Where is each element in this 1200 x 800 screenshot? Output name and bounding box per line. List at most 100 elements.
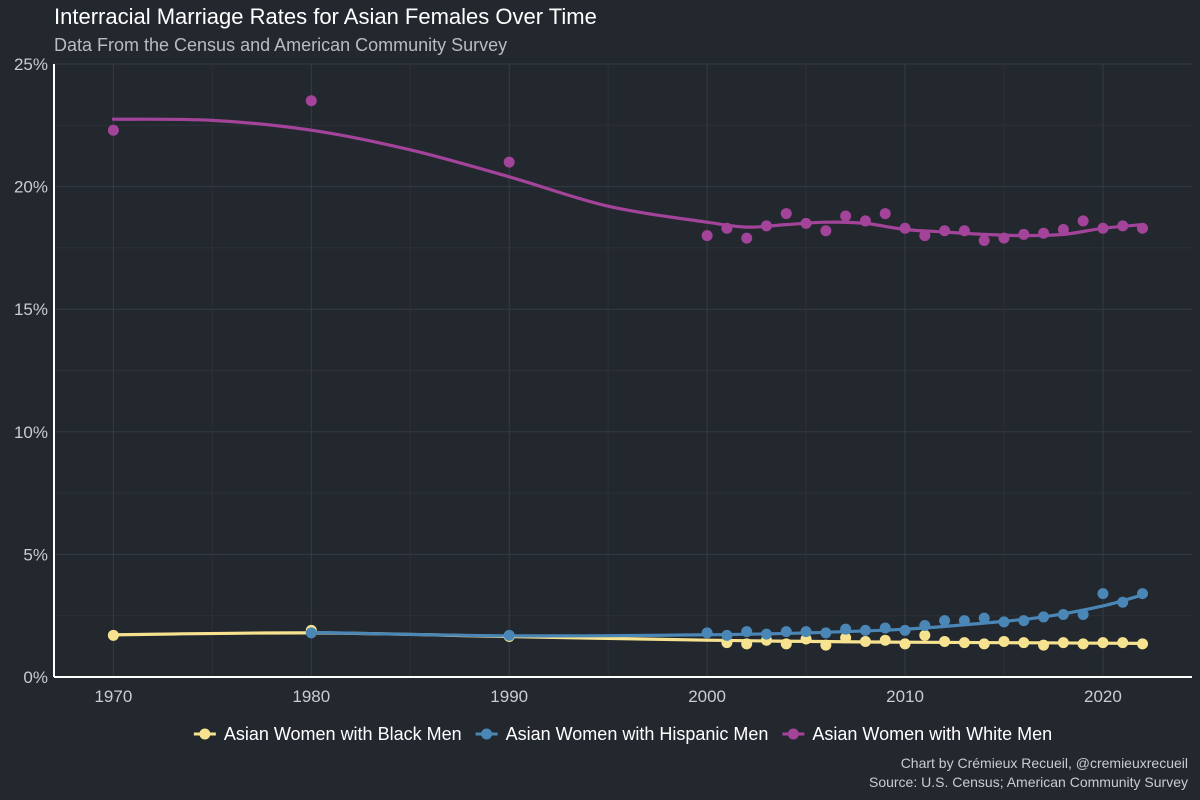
data-point-series-1 bbox=[978, 612, 990, 624]
legend-label: Asian Women with Black Men bbox=[224, 724, 462, 744]
chart-source: Source: U.S. Census; American Community … bbox=[868, 774, 1188, 790]
data-point-series-0 bbox=[998, 635, 1010, 647]
data-point-series-1 bbox=[820, 627, 832, 639]
legend-label: Asian Women with White Men bbox=[812, 724, 1052, 744]
data-point-series-1 bbox=[998, 616, 1010, 628]
data-point-series-1 bbox=[840, 623, 852, 635]
data-point-series-1 bbox=[800, 626, 812, 638]
data-point-series-2 bbox=[998, 232, 1010, 244]
data-point-series-1 bbox=[879, 622, 891, 634]
data-point-series-2 bbox=[503, 156, 515, 168]
legend-key-dot bbox=[787, 728, 799, 740]
trend-line-series-2 bbox=[111, 117, 1145, 238]
chart-subtitle: Data From the Census and American Commun… bbox=[54, 35, 508, 55]
x-tick-label: 2010 bbox=[886, 687, 924, 706]
data-point-series-2 bbox=[1057, 224, 1069, 236]
data-point-series-0 bbox=[1117, 637, 1129, 649]
data-point-series-1 bbox=[1038, 611, 1050, 623]
data-point-series-2 bbox=[840, 210, 852, 222]
data-point-series-2 bbox=[939, 225, 951, 237]
data-point-series-1 bbox=[1137, 588, 1149, 600]
data-point-series-1 bbox=[859, 624, 871, 636]
data-point-series-0 bbox=[978, 638, 990, 650]
legend-key-dot bbox=[199, 728, 211, 740]
data-point-series-2 bbox=[760, 220, 772, 232]
chart-credit: Chart by Crémieux Recueil, @cremieuxrecu… bbox=[900, 755, 1188, 771]
data-point-series-1 bbox=[958, 615, 970, 627]
legend-item: Asian Women with White Men bbox=[782, 724, 1052, 744]
data-point-series-2 bbox=[859, 215, 871, 227]
data-point-series-2 bbox=[899, 222, 911, 234]
data-point-series-1 bbox=[305, 627, 317, 639]
data-point-series-0 bbox=[1097, 637, 1109, 649]
legend-key-dot bbox=[481, 728, 493, 740]
data-point-series-1 bbox=[1057, 608, 1069, 620]
data-point-series-0 bbox=[780, 638, 792, 650]
data-point-series-2 bbox=[741, 232, 753, 244]
y-tick-label: 0% bbox=[23, 668, 48, 687]
data-point-series-2 bbox=[1117, 220, 1129, 232]
data-point-series-2 bbox=[701, 230, 713, 242]
data-point-series-0 bbox=[1077, 638, 1089, 650]
data-point-series-0 bbox=[919, 629, 931, 641]
chart-title: Interracial Marriage Rates for Asian Fem… bbox=[54, 4, 597, 29]
data-point-series-0 bbox=[820, 639, 832, 651]
data-point-series-1 bbox=[701, 627, 713, 639]
data-point-series-1 bbox=[760, 628, 772, 640]
data-point-series-2 bbox=[820, 225, 832, 237]
data-point-series-0 bbox=[1038, 639, 1050, 651]
data-point-series-1 bbox=[939, 615, 951, 627]
x-tick-label: 2000 bbox=[688, 687, 726, 706]
data-point-series-2 bbox=[919, 230, 931, 242]
y-tick-label: 10% bbox=[14, 423, 48, 442]
data-point-series-0 bbox=[899, 638, 911, 650]
data-point-series-1 bbox=[741, 626, 753, 638]
data-point-series-1 bbox=[721, 629, 733, 641]
legend: Asian Women with Black Men Asian Women wi… bbox=[193, 724, 1052, 744]
legend-label: Asian Women with Hispanic Men bbox=[506, 724, 769, 744]
data-point-series-1 bbox=[780, 626, 792, 638]
data-point-series-2 bbox=[780, 208, 792, 220]
grid bbox=[54, 63, 1192, 678]
data-point-series-2 bbox=[721, 222, 733, 234]
data-point-series-0 bbox=[741, 638, 753, 650]
data-point-series-0 bbox=[1018, 637, 1030, 649]
data-point-series-1 bbox=[1077, 608, 1089, 620]
data-point-series-2 bbox=[107, 124, 119, 136]
data-point-series-0 bbox=[939, 635, 951, 647]
data-point-series-2 bbox=[1077, 215, 1089, 227]
data-point-series-2 bbox=[800, 217, 812, 229]
y-tick-label: 25% bbox=[14, 55, 48, 74]
data-point-series-0 bbox=[958, 637, 970, 649]
legend-item: Asian Women with Hispanic Men bbox=[475, 724, 769, 744]
data-point-series-1 bbox=[1018, 615, 1030, 627]
y-tick-label: 20% bbox=[14, 178, 48, 197]
data-point-series-0 bbox=[840, 632, 852, 644]
data-point-series-2 bbox=[978, 235, 990, 247]
data-point-series-1 bbox=[899, 624, 911, 636]
data-points bbox=[107, 95, 1149, 651]
data-point-series-0 bbox=[107, 629, 119, 641]
data-point-series-2 bbox=[1038, 227, 1050, 239]
legend-item: Asian Women with Black Men bbox=[193, 724, 462, 744]
data-point-series-0 bbox=[1137, 638, 1149, 650]
x-tick-label: 1990 bbox=[490, 687, 528, 706]
data-point-series-2 bbox=[1018, 228, 1030, 240]
y-tick-label: 5% bbox=[23, 545, 48, 564]
data-point-series-0 bbox=[1057, 637, 1069, 649]
x-tick-label: 1980 bbox=[292, 687, 330, 706]
data-point-series-1 bbox=[503, 629, 515, 641]
data-point-series-1 bbox=[1097, 588, 1109, 600]
data-point-series-2 bbox=[958, 225, 970, 237]
y-tick-label: 15% bbox=[14, 300, 48, 319]
data-point-series-1 bbox=[1117, 596, 1129, 608]
trend-lines bbox=[111, 117, 1145, 645]
data-point-series-0 bbox=[879, 634, 891, 646]
axes: 0% 5% 10% 15% 20% 25% 1970 1980 1990 2000 2010 2020 bbox=[14, 55, 1192, 706]
data-point-series-2 bbox=[1137, 222, 1149, 234]
data-point-series-2 bbox=[879, 208, 891, 220]
data-point-series-2 bbox=[305, 95, 317, 107]
data-point-series-2 bbox=[1097, 222, 1109, 234]
data-point-series-1 bbox=[919, 620, 931, 632]
